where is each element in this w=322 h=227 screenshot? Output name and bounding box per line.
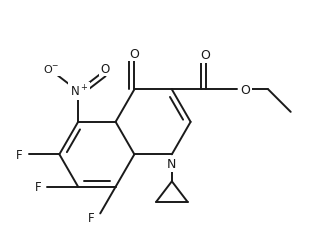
Text: N: N — [167, 158, 176, 170]
Text: O: O — [129, 48, 139, 61]
Text: F: F — [16, 148, 23, 161]
Text: O: O — [101, 63, 110, 76]
Text: N$^+$: N$^+$ — [70, 84, 88, 99]
Text: O: O — [201, 49, 211, 62]
Text: F: F — [35, 180, 42, 193]
Text: F: F — [88, 211, 94, 224]
Text: O: O — [241, 84, 250, 96]
Text: O$^{-}$: O$^{-}$ — [43, 63, 59, 75]
